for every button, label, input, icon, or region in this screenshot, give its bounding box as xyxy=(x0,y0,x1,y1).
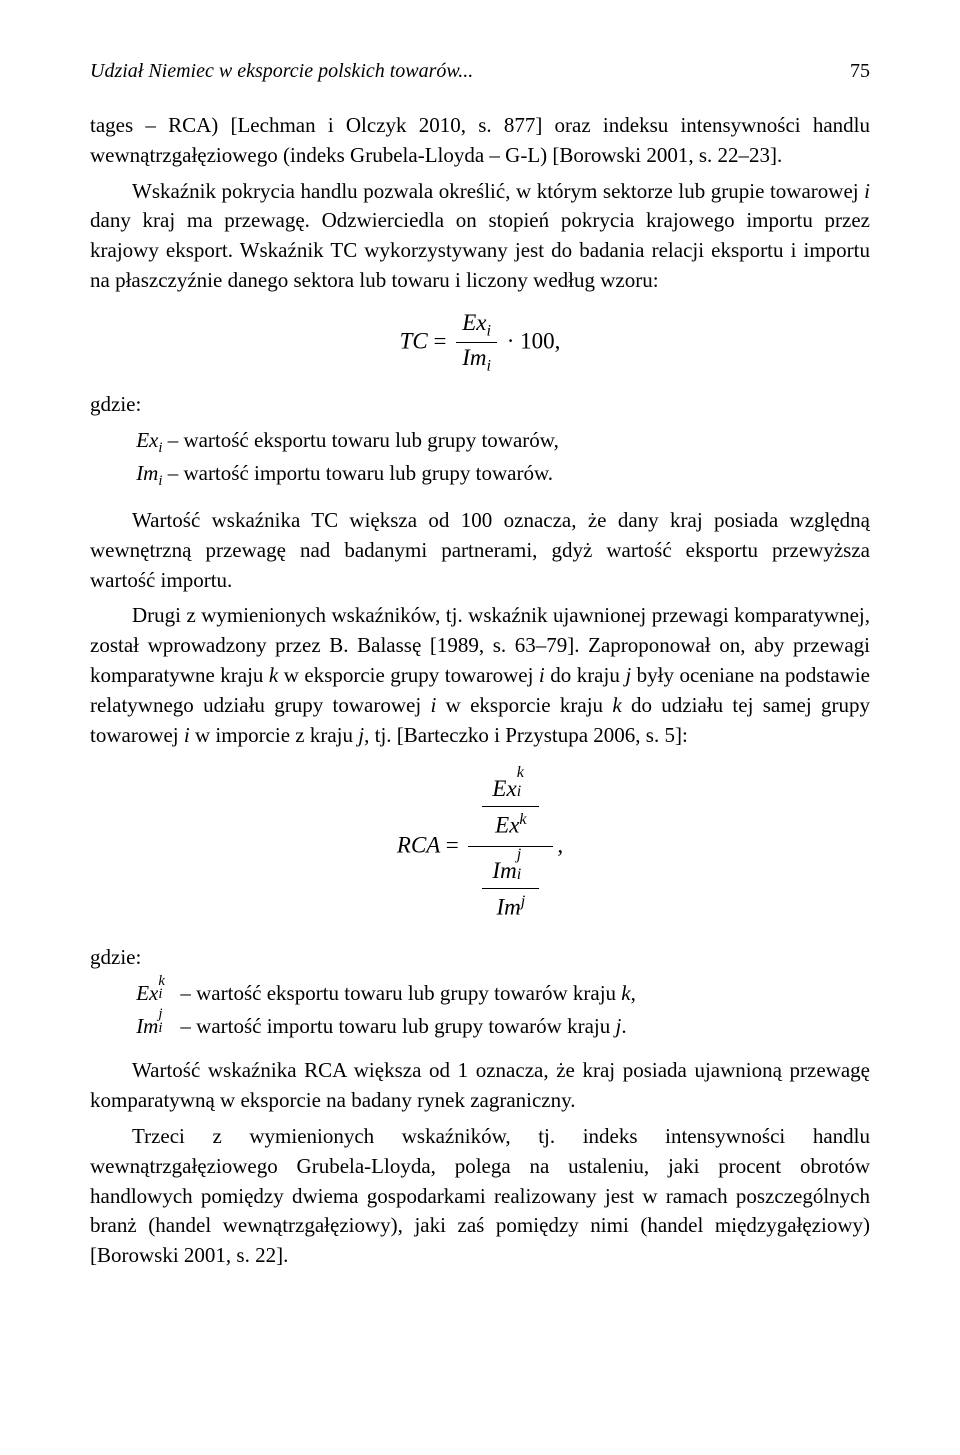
superscript-j: j xyxy=(517,846,521,864)
formula-tail: , xyxy=(557,832,563,857)
paragraph-tc-intro: Wskaźnik pokrycia handlu pozwala określi… xyxy=(90,177,870,296)
formula-rca: RCA = Exki Exk Imji xyxy=(90,765,870,929)
subsup: ki xyxy=(517,773,530,796)
formula-lhs: RCA xyxy=(397,832,440,857)
superscript-k: k xyxy=(517,764,524,782)
outer-fraction: Exki Exk Imji Imj xyxy=(468,765,553,929)
fraction-denominator: Imi xyxy=(456,343,497,376)
inner-num: Imji xyxy=(482,851,539,889)
paragraph-tc-interpret: Wartość wskaźnika TC większa od 100 ozna… xyxy=(90,506,870,595)
where-item-ex: Exi – wartość eksportu towaru lub grupy … xyxy=(90,426,870,459)
fraction: Exi Imi xyxy=(456,310,497,376)
subscript-i: i xyxy=(517,866,521,884)
text-fragment: do kraju xyxy=(545,663,626,687)
subsup: ji xyxy=(158,1012,170,1033)
punct: . xyxy=(621,1014,626,1038)
equals-sign: = xyxy=(433,328,446,353)
punct: , xyxy=(631,981,636,1005)
inner-fraction-top: Exki Exk xyxy=(482,769,539,843)
superscript-j: j xyxy=(521,893,525,910)
page-number: 75 xyxy=(850,60,870,83)
subsup: ki xyxy=(158,979,170,1000)
where-item-im-j: Imji – wartość importu towaru lub grupy … xyxy=(90,1012,870,1042)
symbol-im: Im xyxy=(136,461,158,485)
text-fragment: , tj. [Barteczko i Przystupa 2006, s. 5]… xyxy=(364,723,688,747)
formula-tc: TC = Exi Imi · 100, xyxy=(90,310,870,376)
symbol-k: k xyxy=(612,693,621,717)
symbol-ex: Ex xyxy=(136,981,158,1005)
text-fragment: w imporcie z kraju xyxy=(190,723,359,747)
text-fragment: Wskaźnik pokrycia handlu pozwala określi… xyxy=(132,179,864,203)
subscript-i: i xyxy=(158,1018,162,1039)
paragraph-continuation: tages – RCA) [Lechman i Olczyk 2010, s. … xyxy=(90,111,870,171)
symbol-ex: Ex xyxy=(136,428,158,452)
symbol-k: k xyxy=(621,981,630,1005)
where-text: – wartość importu towaru lub grupy towar… xyxy=(162,461,553,485)
where-text: – wartość eksportu towaru lub grupy towa… xyxy=(175,981,621,1005)
inner-fraction-bottom: Imji Imj xyxy=(482,851,539,925)
fraction-numerator: Exi xyxy=(456,310,497,344)
symbol-im: Im xyxy=(497,895,521,920)
text-fragment: w eksporcie grupy towarowej xyxy=(278,663,539,687)
superscript-k: k xyxy=(519,811,526,828)
symbol-ex: Ex xyxy=(462,310,486,335)
outer-denominator: Imji Imj xyxy=(468,847,553,929)
inner-den: Imj xyxy=(482,889,539,925)
symbol-ex: Ex xyxy=(492,776,516,801)
symbol-im: Im xyxy=(492,858,516,883)
text-fragment: dany kraj ma przewagę. Odzwierciedla on … xyxy=(90,208,870,292)
text-fragment: w eksporcie kraju xyxy=(436,693,612,717)
formula-lhs: TC xyxy=(400,328,428,353)
symbol-im: Im xyxy=(136,1014,158,1038)
where-text: – wartość eksportu towaru lub grupy towa… xyxy=(162,428,558,452)
where-text: – wartość importu towaru lub grupy towar… xyxy=(175,1014,615,1038)
page: Udział Niemiec w eksporcie polskich towa… xyxy=(0,0,960,1455)
subscript-i: i xyxy=(517,783,521,801)
subscript-i: i xyxy=(486,322,490,339)
equals-sign: = xyxy=(446,832,459,857)
symbol-i: i xyxy=(864,179,870,203)
outer-numerator: Exki Exk xyxy=(468,765,553,848)
subscript-i: i xyxy=(487,358,491,375)
subscript-i: i xyxy=(158,984,162,1005)
running-title: Udział Niemiec w eksporcie polskich towa… xyxy=(90,60,473,83)
inner-num: Exki xyxy=(482,769,539,807)
paragraph-rca-intro: Drugi z wymienionych wskaźników, tj. wsk… xyxy=(90,601,870,750)
symbol-ex: Ex xyxy=(495,812,519,837)
paragraph-gl-intro: Trzeci z wymienionych wskaźników, tj. in… xyxy=(90,1122,870,1271)
symbol-im: Im xyxy=(462,345,486,370)
paragraph-rca-interpret: Wartość wskaźnika RCA większa od 1 oznac… xyxy=(90,1056,870,1116)
formula-tail: · 100, xyxy=(507,328,561,353)
where-label: gdzie: xyxy=(90,943,870,973)
inner-den: Exk xyxy=(482,807,539,843)
where-item-im: Imi – wartość importu towaru lub grupy t… xyxy=(90,459,870,492)
where-label: gdzie: xyxy=(90,390,870,420)
running-header: Udział Niemiec w eksporcie polskich towa… xyxy=(90,60,870,83)
where-item-ex-k: Exki – wartość eksportu towaru lub grupy… xyxy=(90,979,870,1009)
subsup: ji xyxy=(517,855,530,878)
symbol-k: k xyxy=(269,663,278,687)
